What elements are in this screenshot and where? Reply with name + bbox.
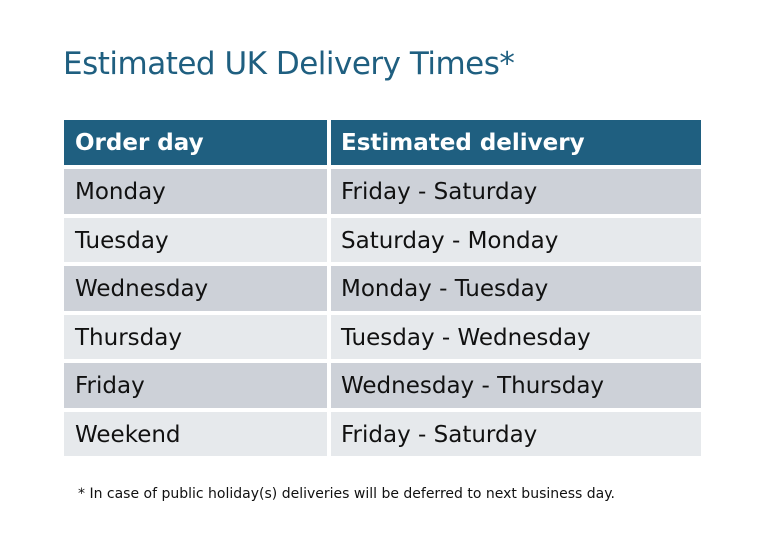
table-row: Wednesday Monday - Tuesday bbox=[64, 266, 701, 311]
order-day-cell: Friday bbox=[64, 363, 327, 408]
header-estimated-delivery: Estimated delivery bbox=[331, 120, 701, 165]
table-row: Thursday Tuesday - Wednesday bbox=[64, 314, 701, 359]
table-row: Weekend Friday - Saturday bbox=[64, 411, 701, 456]
order-day-cell: Wednesday bbox=[64, 266, 327, 311]
delivery-cell: Friday - Saturday bbox=[331, 169, 701, 214]
footnote: * In case of public holiday(s) deliverie… bbox=[78, 486, 615, 502]
table-header: Order day Estimated delivery bbox=[64, 120, 701, 165]
order-day-cell: Monday bbox=[64, 169, 327, 214]
delivery-cell: Wednesday - Thursday bbox=[331, 363, 701, 408]
table-row: Monday Friday - Saturday bbox=[64, 169, 701, 214]
delivery-cell: Saturday - Monday bbox=[331, 217, 701, 262]
order-day-cell: Weekend bbox=[64, 411, 327, 456]
page-title: Estimated UK Delivery Times* bbox=[63, 46, 515, 82]
table-row: Tuesday Saturday - Monday bbox=[64, 217, 701, 262]
table-row: Friday Wednesday - Thursday bbox=[64, 363, 701, 408]
order-day-cell: Tuesday bbox=[64, 217, 327, 262]
delivery-cell: Friday - Saturday bbox=[331, 411, 701, 456]
delivery-cell: Tuesday - Wednesday bbox=[331, 314, 701, 359]
header-order-day: Order day bbox=[64, 120, 327, 165]
delivery-table: Order day Estimated delivery Monday Frida… bbox=[64, 120, 701, 460]
order-day-cell: Thursday bbox=[64, 314, 327, 359]
delivery-cell: Monday - Tuesday bbox=[331, 266, 701, 311]
